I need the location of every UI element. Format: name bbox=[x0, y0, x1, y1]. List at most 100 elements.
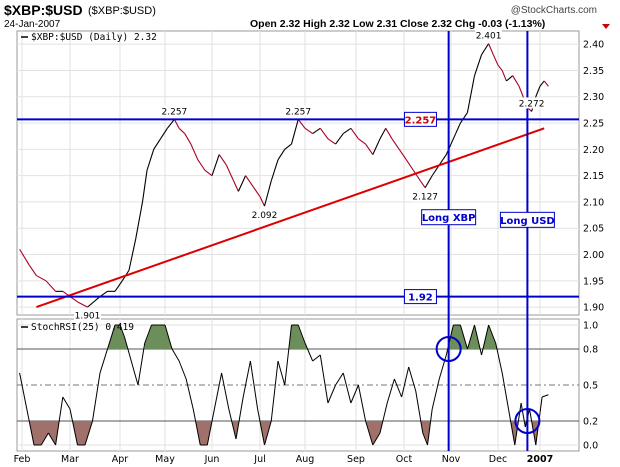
price-segment bbox=[512, 75, 520, 87]
rsi-segment bbox=[19, 372, 28, 410]
rsi-segment bbox=[171, 348, 180, 362]
price-segment bbox=[492, 54, 499, 66]
rsi-segment bbox=[62, 396, 71, 410]
price-segment bbox=[173, 119, 180, 129]
price-annotation: 2.272 bbox=[519, 99, 545, 109]
overlays bbox=[17, 31, 579, 451]
date-label: 24-Jan-2007 bbox=[4, 19, 61, 30]
price-segment bbox=[128, 238, 137, 271]
price-segment bbox=[77, 301, 88, 308]
rsi-segment bbox=[474, 324, 483, 356]
price-segment bbox=[501, 70, 507, 82]
price-segment bbox=[518, 86, 524, 97]
rsi-segment bbox=[431, 378, 440, 410]
price-segment bbox=[204, 169, 213, 177]
rsi-segment bbox=[335, 372, 344, 386]
price-segment bbox=[45, 280, 57, 292]
rsi-segment bbox=[445, 324, 454, 356]
down-arrow-icon bbox=[602, 24, 610, 29]
price-segment bbox=[365, 143, 374, 155]
price-segment bbox=[211, 154, 220, 176]
price-annotation: 2.257 bbox=[162, 107, 188, 117]
rsi-segment bbox=[206, 408, 215, 446]
rsi-segment bbox=[386, 378, 395, 404]
price-segment bbox=[412, 170, 421, 182]
rsi-segment bbox=[84, 420, 93, 446]
x-tick-label: May bbox=[155, 454, 175, 465]
rsi-segment bbox=[284, 324, 292, 386]
price-segment bbox=[543, 80, 549, 87]
rsi-y-tick-label: 0.5 bbox=[583, 381, 598, 392]
rsi-segment bbox=[422, 432, 428, 446]
price-segment bbox=[535, 86, 541, 97]
labels: Feb Mar Apr May Jun Jul Aug Sep Oct Nov Dec 2007 $XB… bbox=[14, 29, 555, 465]
price-segment bbox=[419, 180, 426, 189]
rsi-segment bbox=[40, 432, 49, 446]
rsi-segment bbox=[185, 378, 194, 410]
rsi-segment bbox=[144, 324, 152, 344]
price-segment bbox=[218, 154, 227, 166]
price-y-tick-label: 2.05 bbox=[583, 224, 604, 235]
annotation-bg bbox=[251, 209, 278, 221]
x-tick-label: Jul bbox=[253, 454, 265, 465]
price-segment bbox=[539, 80, 545, 87]
symbol-subtitle: ($XBP:$USD) bbox=[88, 5, 156, 17]
price-segment bbox=[304, 127, 313, 135]
rsi-segment bbox=[379, 402, 388, 434]
price-y-tick-label: 2.35 bbox=[583, 66, 604, 77]
rsi-y-tick-label: 0.0 bbox=[583, 441, 598, 452]
rsi-segment bbox=[495, 342, 503, 374]
rsi-segment bbox=[327, 384, 337, 404]
x-tick-label: Mar bbox=[61, 454, 79, 465]
rsi-segment bbox=[119, 324, 125, 338]
price-segment bbox=[28, 264, 37, 276]
price-y-tick-label: 2.25 bbox=[583, 119, 604, 130]
price-segment bbox=[87, 296, 101, 308]
rsi-segment bbox=[47, 432, 57, 446]
rsi-segment bbox=[26, 408, 35, 446]
symbol-title: $XBP:$USD bbox=[4, 2, 83, 18]
price-y-tick-label: 1.95 bbox=[583, 276, 604, 287]
price-segment bbox=[19, 248, 30, 266]
rsi-segment bbox=[372, 432, 381, 446]
rsi-segment bbox=[520, 402, 526, 428]
support-trendline bbox=[36, 127, 545, 309]
quote-line: Open 2.32 High 2.32 Low 2.31 Close 2.32 … bbox=[250, 18, 545, 30]
price-segment bbox=[290, 119, 299, 145]
price-segment bbox=[252, 185, 261, 197]
price-segment bbox=[379, 128, 387, 140]
rsi-segment bbox=[213, 372, 223, 410]
oversold-fill bbox=[29, 421, 540, 445]
price-segment bbox=[497, 64, 503, 71]
price-segment bbox=[385, 128, 393, 140]
price-segment bbox=[146, 149, 155, 171]
price-y-tick-label: 2.30 bbox=[583, 92, 604, 103]
overbought-fill bbox=[108, 325, 498, 349]
price-y-tick-label: 2.40 bbox=[583, 40, 604, 51]
rsi-segment bbox=[277, 360, 286, 386]
price-segment bbox=[141, 170, 148, 203]
price-segment bbox=[327, 138, 336, 145]
rsi-segment bbox=[270, 360, 279, 422]
price-segment bbox=[233, 180, 239, 192]
price-segment bbox=[431, 164, 440, 176]
rsi-segment bbox=[508, 408, 516, 446]
price-segment bbox=[424, 175, 433, 189]
price-segment bbox=[342, 127, 352, 135]
rsi-segment bbox=[401, 366, 410, 398]
signal-label-box bbox=[499, 211, 555, 228]
x-tick-label: Nov bbox=[442, 454, 461, 465]
rsi-segment bbox=[415, 390, 424, 434]
price-segment bbox=[237, 175, 247, 192]
rsi-segment bbox=[481, 324, 490, 356]
price-segment bbox=[197, 159, 206, 171]
price-segment bbox=[335, 133, 344, 145]
price-segment bbox=[263, 180, 272, 207]
price-segment bbox=[178, 127, 186, 134]
price-segment bbox=[372, 138, 381, 155]
rsi-segment bbox=[107, 324, 116, 350]
price-legend: $XBP:$USD (Daily) 2.32 bbox=[31, 32, 157, 43]
price-segment bbox=[473, 54, 483, 76]
price-y-tick-label: 2.15 bbox=[583, 171, 604, 182]
price-annotation: 1.901 bbox=[75, 312, 101, 322]
